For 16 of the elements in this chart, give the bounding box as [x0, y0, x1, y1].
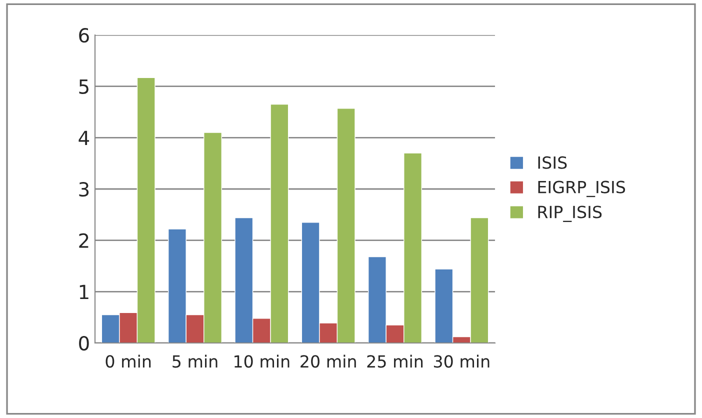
- legend-label: RIP_ISIS: [538, 206, 602, 222]
- y-tick-label: 0: [79, 336, 89, 351]
- y-tick-label: 1: [80, 284, 88, 300]
- x-tick-label: 30 min: [434, 354, 490, 368]
- y-tick-label: 6: [79, 28, 89, 43]
- y-tick-label: 2: [79, 233, 88, 248]
- x-tick-label: 20 min: [300, 354, 356, 368]
- x-tick-label: 5 min: [172, 354, 218, 368]
- x-tick-label: 10 min: [234, 354, 290, 368]
- y-tick-label: 3: [79, 182, 89, 197]
- legend-label: ISIS: [538, 156, 567, 169]
- x-tick-label: 25 min: [367, 354, 423, 368]
- legend-label: EIGRP_ISIS: [538, 180, 626, 198]
- y-tick-label: 4: [78, 130, 90, 146]
- y-tick-label: 5: [79, 80, 88, 94]
- x-tick-label: 0 min: [106, 354, 151, 368]
